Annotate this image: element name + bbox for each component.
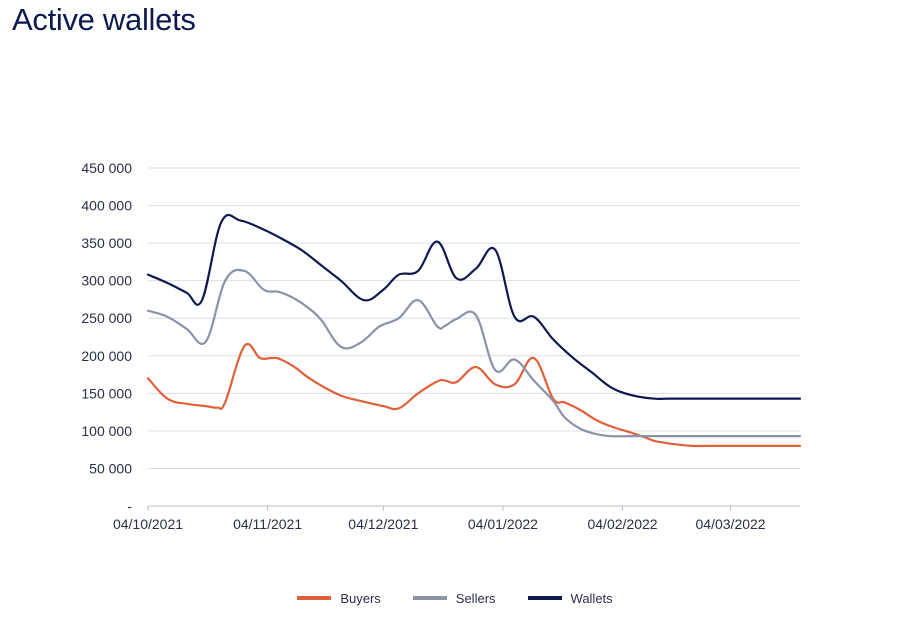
x-tick-label-3: 04/01/2022 (468, 516, 538, 532)
y-tick-label-4: 200 000 (81, 348, 132, 364)
y-tick-label-6: 300 000 (81, 273, 132, 289)
x-tick-label-1: 04/11/2021 (233, 516, 302, 532)
series-line-wallets (146, 213, 802, 400)
legend-swatch-wallets (527, 596, 562, 600)
y-tick-label-3: 150 000 (81, 385, 132, 401)
y-tick-label-5: 250 000 (81, 310, 132, 326)
legend-label-wallets: Wallets (570, 590, 613, 606)
x-tick-label-5: 04/03/2022 (696, 516, 766, 532)
line-chart: - 50 000 100 000 150 000 200 000 250 000 300 0… (81, 160, 802, 532)
x-tick-label-2: 04/12/2021 (348, 516, 418, 532)
legend-item-wallets[interactable]: Wallets (527, 590, 613, 606)
chart-legend: Buyers Sellers Wallets (0, 587, 910, 609)
y-tick-label-0: - (127, 498, 132, 514)
series-line-buyers (146, 343, 802, 448)
legend-item-buyers[interactable]: Buyers (297, 590, 381, 606)
y-tick-label-9: 450 000 (81, 160, 132, 176)
legend-label-buyers: Buyers (340, 590, 381, 606)
legend-swatch-buyers (297, 596, 332, 600)
page-title: Active wallets (12, 2, 196, 37)
y-tick-label-7: 350 000 (81, 235, 132, 251)
y-tick-label-1: 50 000 (89, 460, 132, 476)
series-line-sellers (146, 268, 802, 438)
legend-item-sellers[interactable]: Sellers (412, 590, 496, 606)
x-tick-label-4: 04/02/2022 (587, 516, 657, 532)
x-tick-label-0: 04/10/2021 (113, 516, 183, 532)
legend-swatch-sellers (412, 596, 447, 600)
y-tick-label-8: 400 000 (81, 198, 132, 214)
y-tick-label-2: 100 000 (81, 423, 132, 439)
legend-label-sellers: Sellers (455, 590, 496, 606)
